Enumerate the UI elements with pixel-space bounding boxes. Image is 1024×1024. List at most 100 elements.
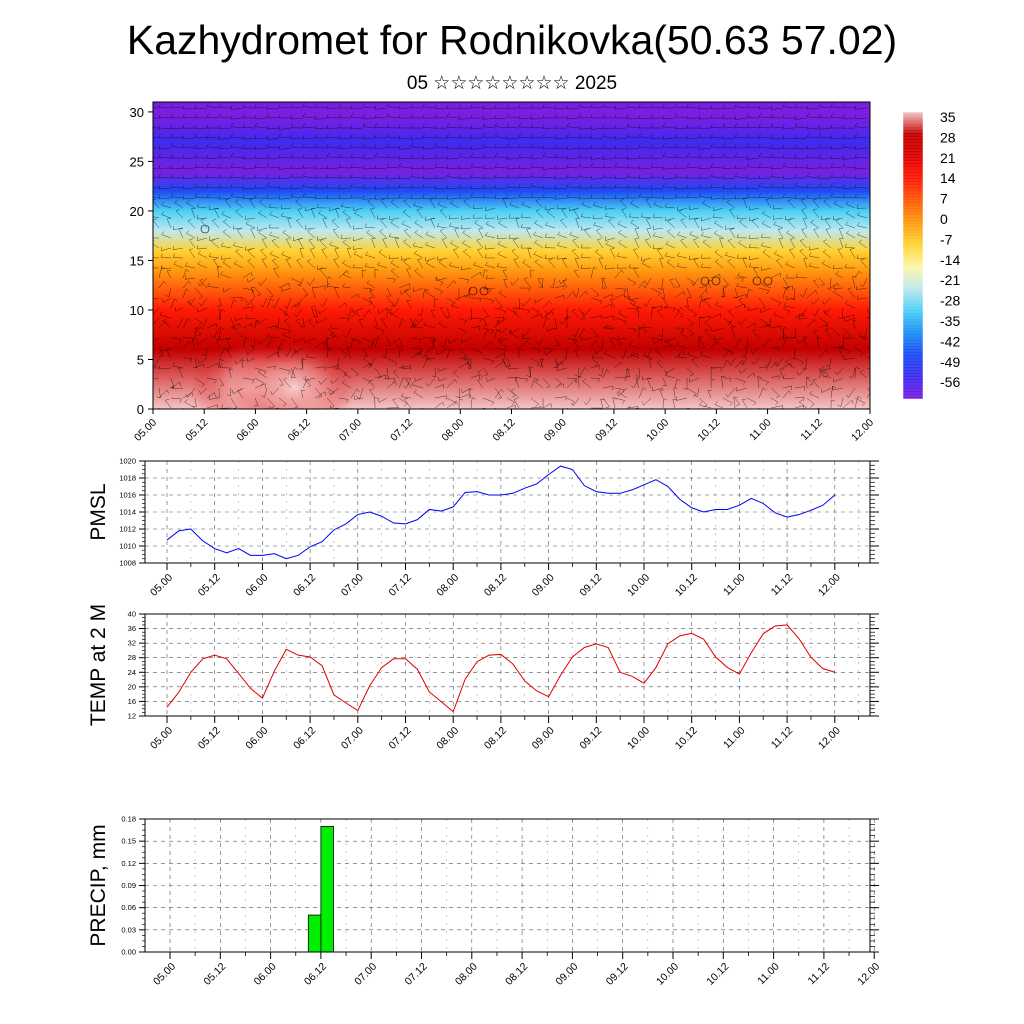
calm-wind-circle [752, 276, 762, 286]
x-tick-label: 08.00 [434, 572, 461, 599]
x-tick-label: 09.00 [530, 725, 557, 752]
section-x-tick-label: 08.00 [439, 417, 466, 444]
section-x-tick-label: 12.00 [849, 417, 876, 444]
y-tick-label: 1008 [119, 559, 136, 568]
y-tick-label: 0.12 [121, 859, 136, 868]
wind-barb-lines [153, 102, 870, 409]
x-tick-label: 10.12 [704, 961, 731, 988]
x-tick-label: 11.12 [769, 572, 796, 599]
section-y-tick-label: 25 [130, 154, 144, 169]
x-tick-label: 05.12 [201, 961, 228, 988]
chart-subtitle: 05 ☆☆☆☆☆☆☆☆ 2025 [406, 73, 618, 94]
y-tick-label: 12 [128, 712, 136, 721]
colorbar-labels: 35 28 21 14 7 0 -7 -14 -21 -28 -35 -42 -49 -56 [940, 109, 960, 390]
section-x-tick-label: 05.12 [183, 417, 210, 444]
cross-section-panel: 0 5 10 15 20 25 30 05.00 05.12 06.00 06.12 07.00 07… [130, 101, 876, 444]
y-tick-label: 1010 [119, 542, 136, 551]
y-tick-label: 40 [128, 610, 136, 619]
x-tick-label: 07.00 [339, 572, 366, 599]
colorbar-label: -49 [940, 354, 960, 370]
x-tick-label: 12.00 [855, 961, 882, 988]
section-y-tick-label: 5 [137, 352, 144, 367]
section-x-tick-label: 10.00 [644, 417, 671, 444]
x-tick-label: 10.12 [673, 572, 700, 599]
x-tick-label: 09.00 [553, 961, 580, 988]
x-tick-label: 06.12 [291, 725, 318, 752]
calm-wind-circle [479, 286, 489, 296]
calm-wind-circle [711, 276, 721, 286]
y-axis-label: PMSL [87, 483, 110, 540]
y-tick-label: 1020 [119, 457, 136, 466]
y-tick-label: 0.03 [121, 925, 136, 934]
pmsl-panel: 1008 1010 1012 1014 1016 1018 1020 05.00 05.12 06… [87, 457, 879, 599]
x-tick-label: 06.00 [243, 572, 270, 599]
section-x-tick-label: 10.12 [695, 417, 722, 444]
chart-title: Kazhydromet for Rodnikovka(50.63 57.02) [126, 17, 898, 63]
section-x-axis: 05.00 05.12 06.00 06.12 07.00 07.12 08.00 08.12… [132, 409, 876, 444]
x-tick-label: 10.00 [625, 572, 652, 599]
section-y-axis: 0 5 10 15 20 25 30 [130, 105, 153, 417]
section-x-tick-label: 11.00 [747, 417, 774, 444]
section-y-tick-label: 0 [137, 402, 144, 417]
x-tick-label: 08.12 [482, 725, 509, 752]
y-tick-label: 1016 [119, 491, 136, 500]
x-tick-label: 09.12 [577, 725, 604, 752]
calm-wind-circle [700, 276, 710, 286]
colorbar-label: -56 [940, 374, 960, 390]
colorbar-label: -28 [940, 293, 960, 309]
colorbar-bands [903, 113, 923, 397]
section-y-tick-label: 10 [130, 303, 144, 318]
x-tick-label: 06.00 [243, 725, 270, 752]
section-hot-spots [190, 339, 356, 409]
x-tick-label: 09.00 [530, 572, 557, 599]
series-line [166, 465, 836, 560]
section-x-tick-label: 09.00 [542, 417, 569, 444]
colorbar-label: -42 [940, 333, 960, 349]
x-tick-label: 08.12 [503, 961, 530, 988]
x-tick-label: 12.00 [816, 572, 843, 599]
colorbar-label: -7 [940, 231, 953, 247]
y-tick-label: 1018 [119, 474, 136, 483]
x-tick-label: 07.12 [387, 725, 414, 752]
colorbar-label: -21 [940, 272, 960, 288]
x-tick-label: 07.00 [352, 961, 379, 988]
colorbar-label: 28 [940, 129, 956, 145]
colorbar-label: 21 [940, 150, 956, 166]
x-tick-label: 10.12 [673, 725, 700, 752]
x-tick-label: 06.00 [252, 961, 279, 988]
x-tick-label: 11.00 [721, 572, 748, 599]
x-tick-label: 09.12 [577, 572, 604, 599]
temp-panel: 12 16 20 24 28 32 36 40 05.00 05.12 06.00 06.12 07.0… [87, 604, 879, 752]
y-tick-label: 32 [128, 639, 136, 648]
section-x-tick-label: 08.12 [491, 417, 518, 444]
section-x-tick-label: 07.12 [388, 417, 415, 444]
y-axis-label: PRECIP, mm [87, 824, 110, 946]
colorbar-label: 35 [940, 109, 956, 125]
colorbar-label: 7 [940, 191, 948, 207]
y-tick-label: 24 [128, 668, 136, 677]
x-tick-label: 07.12 [403, 961, 430, 988]
x-tick-label: 09.12 [604, 961, 631, 988]
colorbar-label: 0 [940, 211, 948, 227]
x-tick-label: 07.12 [387, 572, 414, 599]
x-tick-label: 12.00 [816, 725, 843, 752]
x-tick-label: 07.00 [339, 725, 366, 752]
section-y-tick-label: 20 [130, 204, 144, 219]
series-line [166, 624, 835, 713]
y-tick-label: 1012 [119, 525, 136, 534]
colorbar-bar [902, 111, 924, 400]
y-tick-label: 1014 [119, 508, 136, 517]
section-x-tick-label: 06.00 [234, 417, 261, 444]
y-tick-label: 20 [128, 682, 136, 691]
calm-wind-circle [763, 276, 773, 286]
section-x-tick-label: 11.12 [798, 417, 825, 444]
section-y-tick-label: 15 [130, 253, 144, 268]
wind-barbs [153, 102, 870, 409]
section-y-tick-label: 30 [130, 105, 144, 120]
x-tick-label: 11.12 [806, 961, 833, 988]
calm-wind-circle [468, 286, 478, 296]
x-tick-label: 08.00 [453, 961, 480, 988]
precip-bar [320, 825, 334, 953]
y-axis-label: TEMP at 2 M [87, 604, 110, 726]
